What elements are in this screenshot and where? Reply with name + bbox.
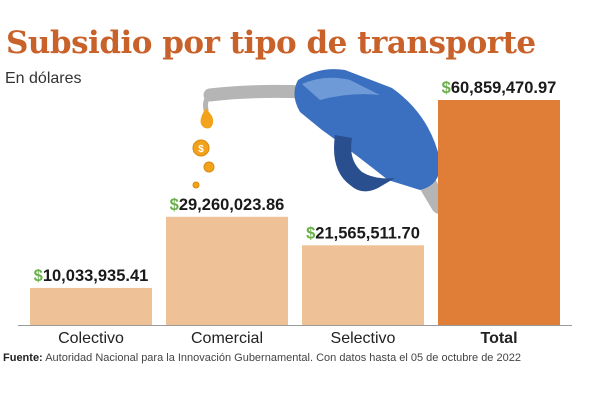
value-label-comercial: $29,260,023.86: [170, 196, 285, 214]
chart-subtitle: En dólares: [5, 70, 82, 87]
category-label-selectivo: Selectivo: [331, 330, 396, 347]
value-label-colectivo: $10,033,935.41: [34, 267, 149, 285]
category-label-comercial: Comercial: [191, 330, 263, 347]
bars-group: [30, 100, 560, 325]
category-labels-group: Colectivo Comercial Selectivo Total: [58, 330, 517, 347]
source-note: Fuente: Autoridad Nacional para la Innov…: [3, 352, 521, 364]
bar-colectivo: [30, 287, 152, 325]
chart-title: Subsidio por tipo de transporte: [6, 25, 536, 61]
source-label: Fuente:: [3, 352, 43, 364]
value-label-selectivo: $21,565,511.70: [306, 224, 420, 242]
bar-comercial: [166, 216, 288, 325]
value-labels-group: $10,033,935.41 $29,260,023.86 $21,565,511.…: [34, 79, 557, 285]
svg-text:$: $: [198, 144, 204, 155]
value-label-total: $60,859,470.97: [442, 79, 557, 97]
category-label-colectivo: Colectivo: [58, 330, 124, 347]
source-text: Autoridad Nacional para la Innovación Gu…: [45, 352, 521, 364]
bar-total: [438, 100, 560, 325]
category-label-total: Total: [480, 330, 517, 347]
bar-selectivo: [302, 245, 424, 325]
fuel-pump-nozzle-icon: $: [192, 69, 449, 214]
